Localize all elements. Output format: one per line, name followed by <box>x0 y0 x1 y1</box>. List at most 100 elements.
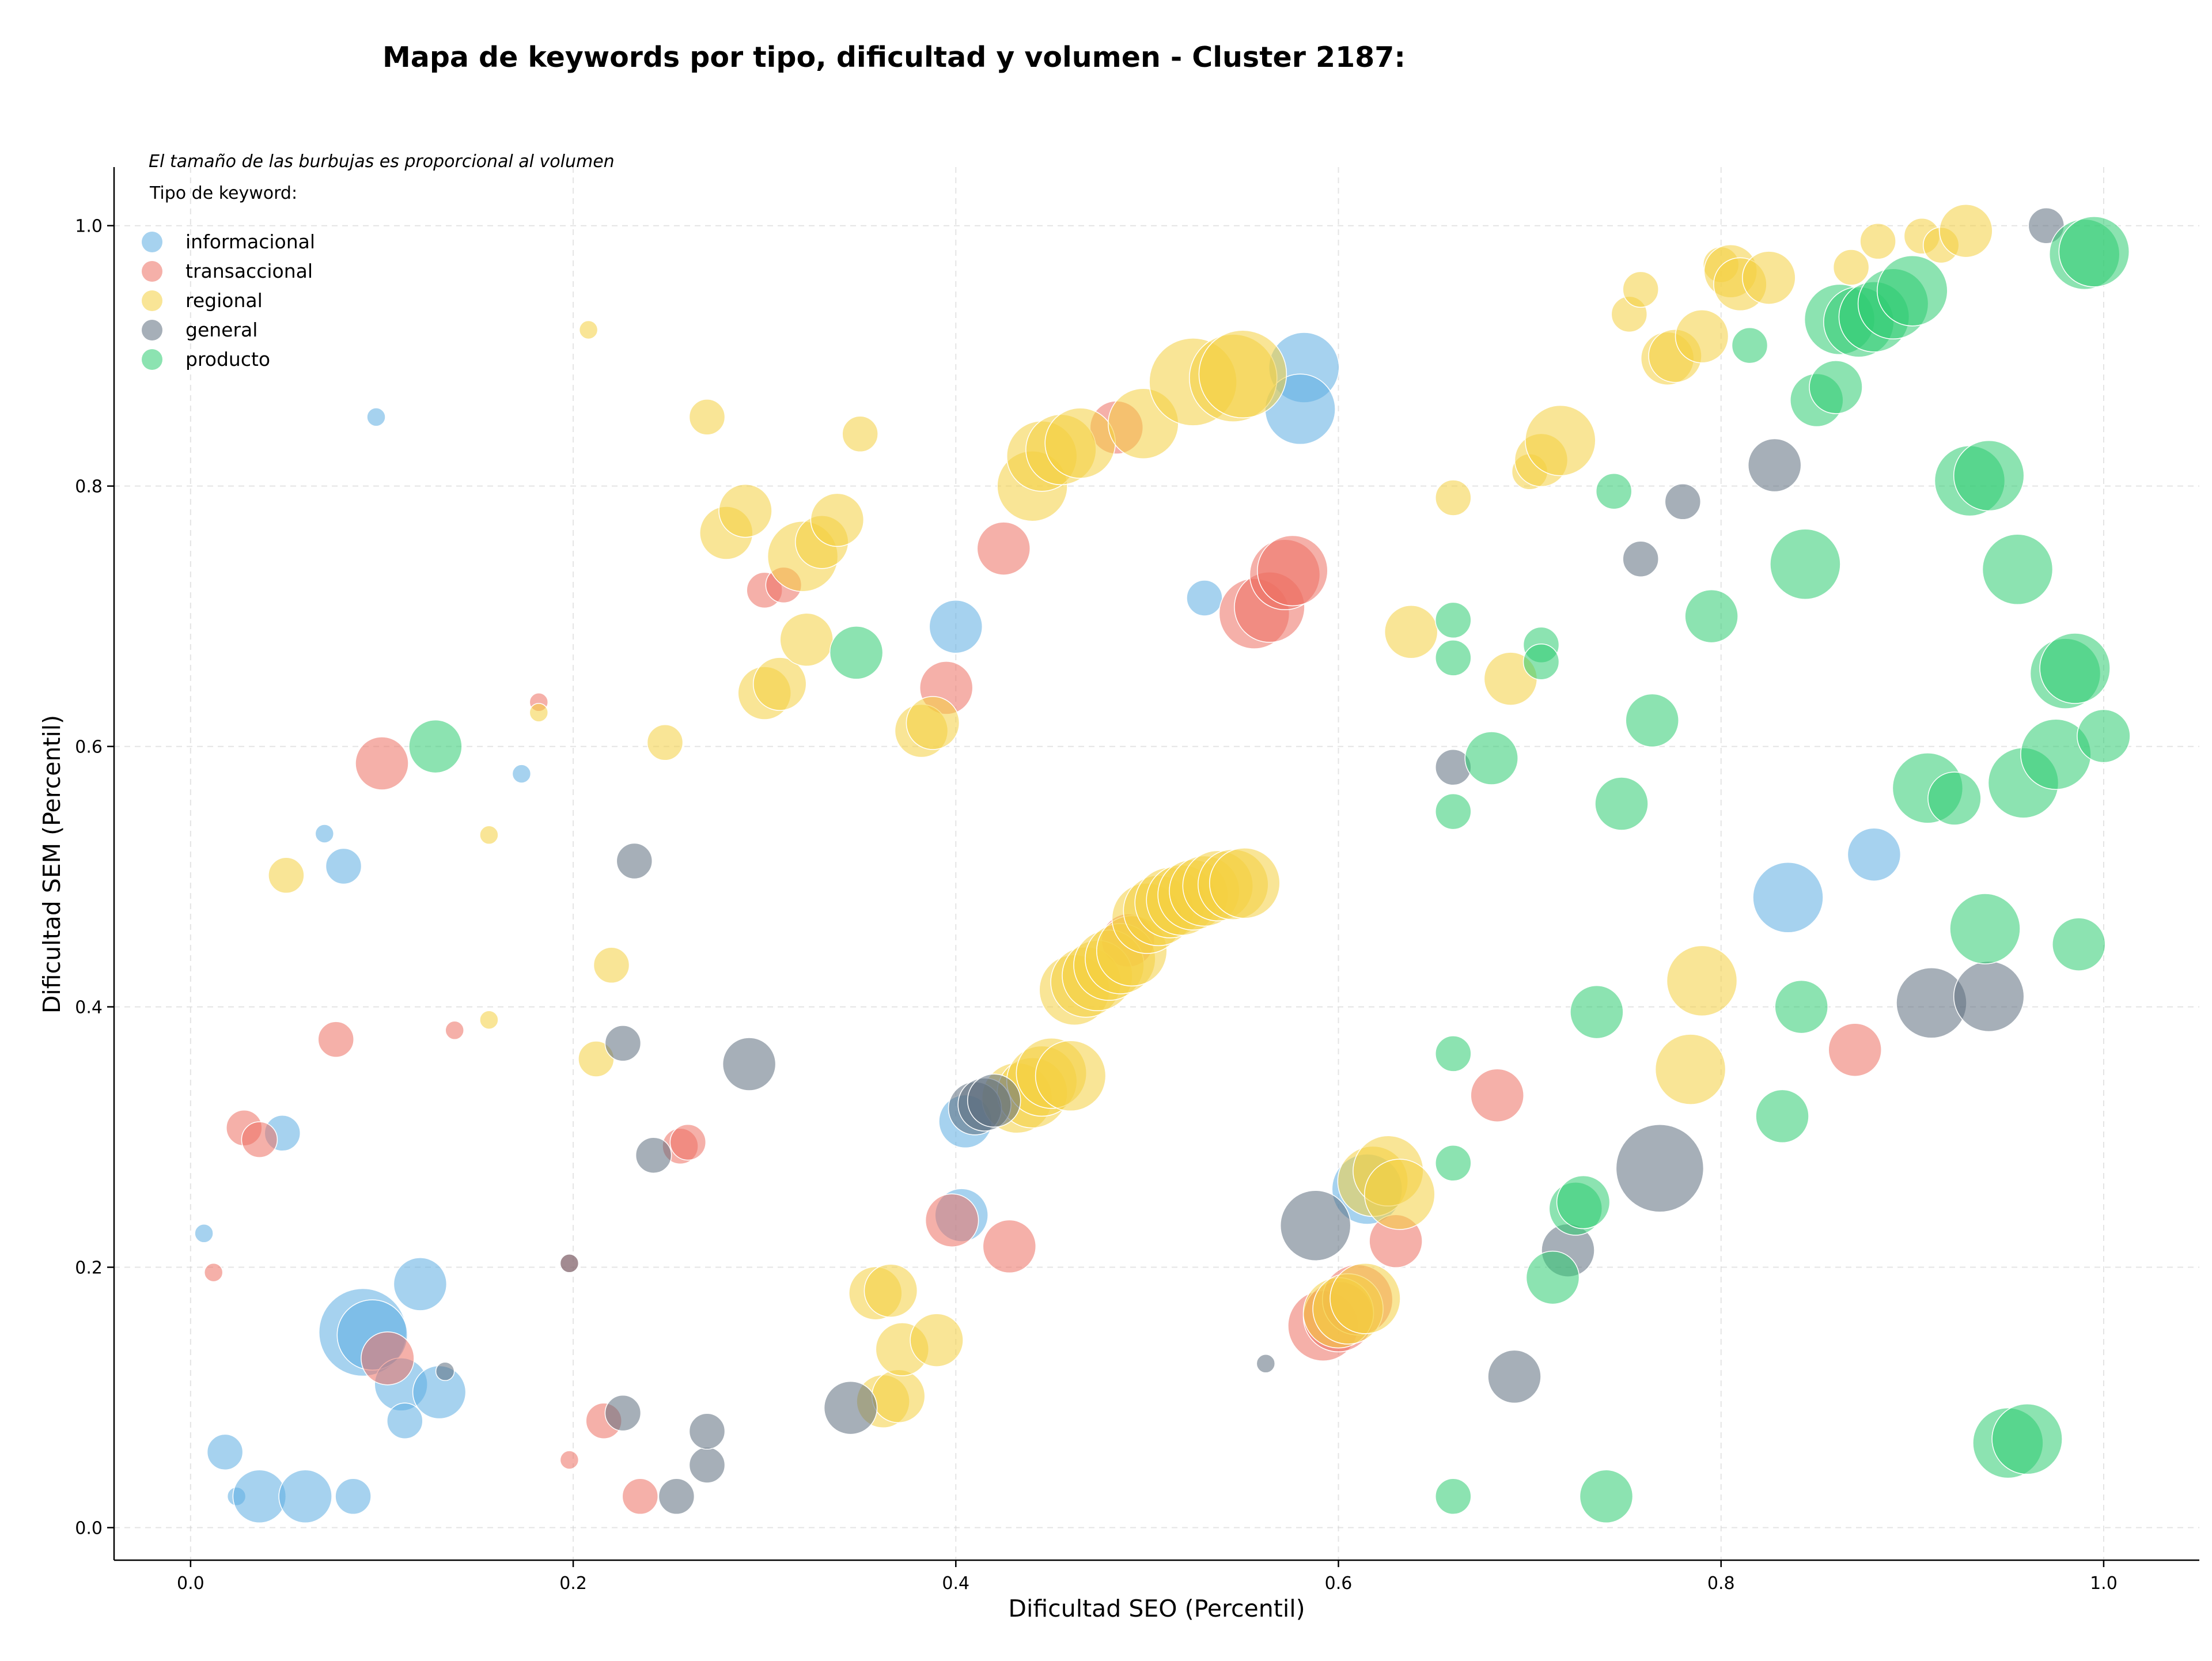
general-bubble <box>722 1037 777 1091</box>
informacional-bubble <box>366 407 386 427</box>
producto-bubble <box>1435 1478 1472 1515</box>
x-axis-ticks: 0.0 0.2 0.4 0.6 0.8 1.0 <box>177 1560 2118 1594</box>
regional-bubble <box>810 493 865 547</box>
producto-bubble <box>1755 1089 1809 1144</box>
transaccional-bubble <box>241 1121 278 1158</box>
regional-bubble <box>906 696 960 750</box>
general-bubble <box>635 1137 672 1174</box>
informacional-bubble <box>1847 827 1902 881</box>
y-axis-ticks: 0.0 0.2 0.4 0.6 0.8 1.0 <box>75 217 114 1539</box>
producto-bubble <box>1435 793 1472 830</box>
legend-label: producto <box>185 348 270 370</box>
informacional-bubble <box>232 1469 287 1524</box>
y-tick-label: 0.8 <box>75 477 103 497</box>
x-tick-label: 0.6 <box>1325 1573 1353 1594</box>
bubble-layer <box>194 203 2131 1524</box>
producto-bubble <box>1522 643 1560 680</box>
informacional-bubble <box>1752 862 1824 933</box>
producto-bubble <box>1953 440 2025 512</box>
regional-bubble <box>752 657 807 711</box>
producto-bubble <box>1556 1175 1611 1229</box>
informacional-bubble <box>512 764 532 784</box>
legend-marker <box>142 349 162 370</box>
producto-bubble <box>1949 893 2021 964</box>
general-bubble <box>688 1447 726 1484</box>
informacional-bubble <box>206 1433 244 1471</box>
general-bubble <box>1622 540 1659 577</box>
x-tick-label: 0.8 <box>1707 1573 1735 1594</box>
legend-marker <box>142 320 162 340</box>
transaccional-bubble <box>317 1021 354 1058</box>
general-bubble <box>1487 1349 1541 1404</box>
producto-bubble <box>1770 528 1841 600</box>
transaccional-bubble <box>669 1123 707 1161</box>
informacional-bubble <box>278 1469 332 1524</box>
transaccional-bubble <box>361 1331 415 1386</box>
regional-bubble <box>718 483 772 538</box>
regional-bubble <box>479 825 499 845</box>
producto-bubble <box>1570 985 1624 1039</box>
x-tick-label: 0.2 <box>559 1573 587 1594</box>
regional-bubble <box>529 703 549 722</box>
legend-label: general <box>185 319 257 341</box>
general-bubble <box>435 1361 455 1382</box>
transaccional-bubble <box>622 1478 659 1515</box>
y-tick-label: 0.4 <box>75 998 103 1018</box>
informacional-bubble <box>929 599 983 654</box>
legend-label: informacional <box>185 230 315 253</box>
regional-bubble <box>1675 309 1729 364</box>
general-bubble <box>604 1394 642 1432</box>
legend: informacional transaccional regional genera… <box>142 230 315 370</box>
producto-bubble <box>1927 771 1982 826</box>
producto-bubble <box>2052 917 2106 971</box>
informacional-bubble <box>1186 580 1223 616</box>
producto-bubble <box>829 626 884 680</box>
producto-bubble <box>1595 472 1633 510</box>
regional-bubble <box>863 1263 918 1318</box>
transaccional-bubble <box>976 521 1031 576</box>
general-bubble <box>823 1380 878 1435</box>
general-bubble <box>616 842 653 880</box>
regional-bubble <box>1832 249 1870 286</box>
producto-bubble <box>1982 534 2054 606</box>
general-bubble <box>1615 1124 1705 1213</box>
regional-bubble <box>646 724 684 761</box>
transaccional-bubble <box>355 736 409 790</box>
general-bubble <box>604 1025 642 1062</box>
legend-item-transaccional: transaccional <box>142 260 313 282</box>
general-bubble <box>688 1413 726 1450</box>
informacional-bubble <box>194 1224 214 1243</box>
producto-bubble <box>1684 589 1738 644</box>
regional-bubble <box>1384 605 1438 659</box>
regional-bubble <box>1209 847 1281 919</box>
transaccional-bubble <box>559 1450 579 1470</box>
producto-bubble <box>1435 1035 1472 1072</box>
regional-bubble <box>1859 223 1896 260</box>
legend-label: regional <box>185 289 263 312</box>
legend-marker <box>142 290 162 311</box>
informacional-bubble <box>315 824 335 843</box>
general-bubble <box>1664 483 1702 520</box>
transaccional-bubble <box>445 1020 464 1041</box>
legend-item-informacional: informacional <box>142 230 315 253</box>
regional-bubble <box>1654 1034 1726 1105</box>
legend-item-general: general <box>142 319 257 341</box>
legend-item-regional: regional <box>142 289 263 312</box>
transaccional-bubble <box>1828 1023 1882 1077</box>
informacional-bubble <box>393 1257 448 1311</box>
producto-bubble <box>1991 1403 2063 1475</box>
regional-bubble <box>842 415 878 453</box>
regional-bubble <box>578 320 599 340</box>
transaccional-bubble <box>982 1219 1037 1274</box>
producto-bubble <box>2039 633 2111 704</box>
general-bubble <box>658 1478 695 1515</box>
producto-bubble <box>1525 1250 1580 1305</box>
general-bubble <box>1747 438 1802 493</box>
bubble-size-note: El tamaño de las burbujas es proporciona… <box>149 152 615 172</box>
series-informacional <box>194 332 1902 1524</box>
producto-bubble <box>1731 327 1768 364</box>
regional-bubble <box>1435 479 1472 516</box>
producto-bubble <box>1435 601 1472 639</box>
regional-bubble <box>779 612 834 667</box>
